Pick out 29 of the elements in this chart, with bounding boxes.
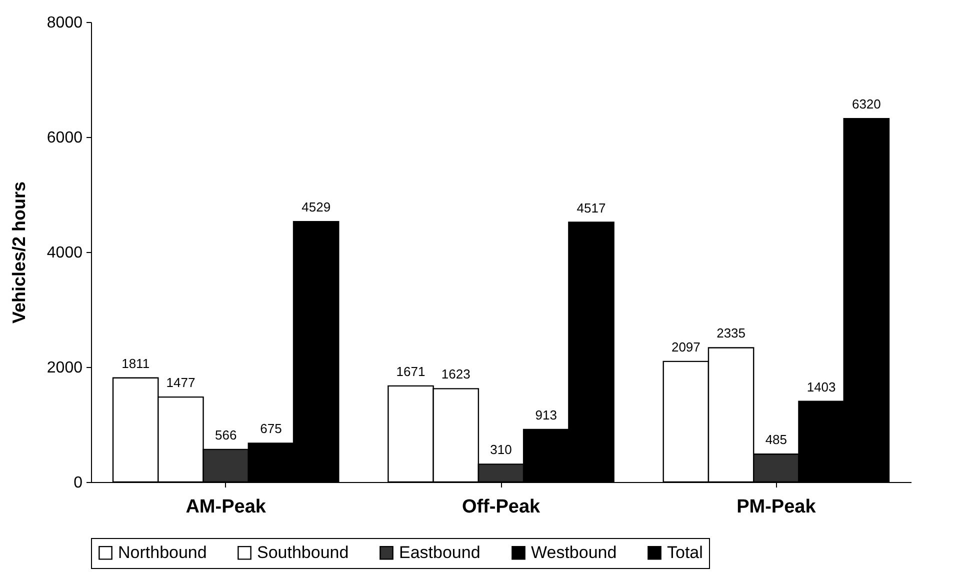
data-label: 675 <box>260 421 282 436</box>
legend-label: Westbound <box>531 542 617 562</box>
data-label: 485 <box>765 432 788 448</box>
data-label: 566 <box>214 427 237 442</box>
data-label: 1623 <box>441 366 470 382</box>
y-tick-label: 8000 <box>46 14 83 32</box>
x-tick-label: Off-Peak <box>462 496 540 518</box>
data-label: 310 <box>490 442 512 458</box>
y-axis-title: Vehicles/2 hours <box>8 181 29 324</box>
data-label: 1811 <box>122 356 150 371</box>
data-label: 913 <box>535 408 557 423</box>
data-label: 1671 <box>396 364 426 379</box>
y-tick-label: 4000 <box>46 244 83 262</box>
legend-label: Northbound <box>118 542 207 562</box>
y-tick-label: 2000 <box>46 360 83 376</box>
x-tick-label: PM-Peak <box>736 496 816 518</box>
y-tick-label: 6000 <box>46 130 83 146</box>
data-label: 1403 <box>806 379 836 394</box>
legend-label: Eastbound <box>399 542 480 562</box>
data-label: 4517 <box>576 200 606 216</box>
data-label: 6320 <box>852 96 881 112</box>
legend-label: Southbound <box>257 542 349 562</box>
x-tick-label: AM-Peak <box>186 496 266 518</box>
data-label: 2097 <box>671 339 700 354</box>
y-tick-label: 0 <box>74 474 83 492</box>
legend-label: Total <box>667 542 703 562</box>
data-label: 4529 <box>302 200 331 215</box>
data-label: 1477 <box>166 375 196 390</box>
data-label: 2335 <box>716 326 746 341</box>
